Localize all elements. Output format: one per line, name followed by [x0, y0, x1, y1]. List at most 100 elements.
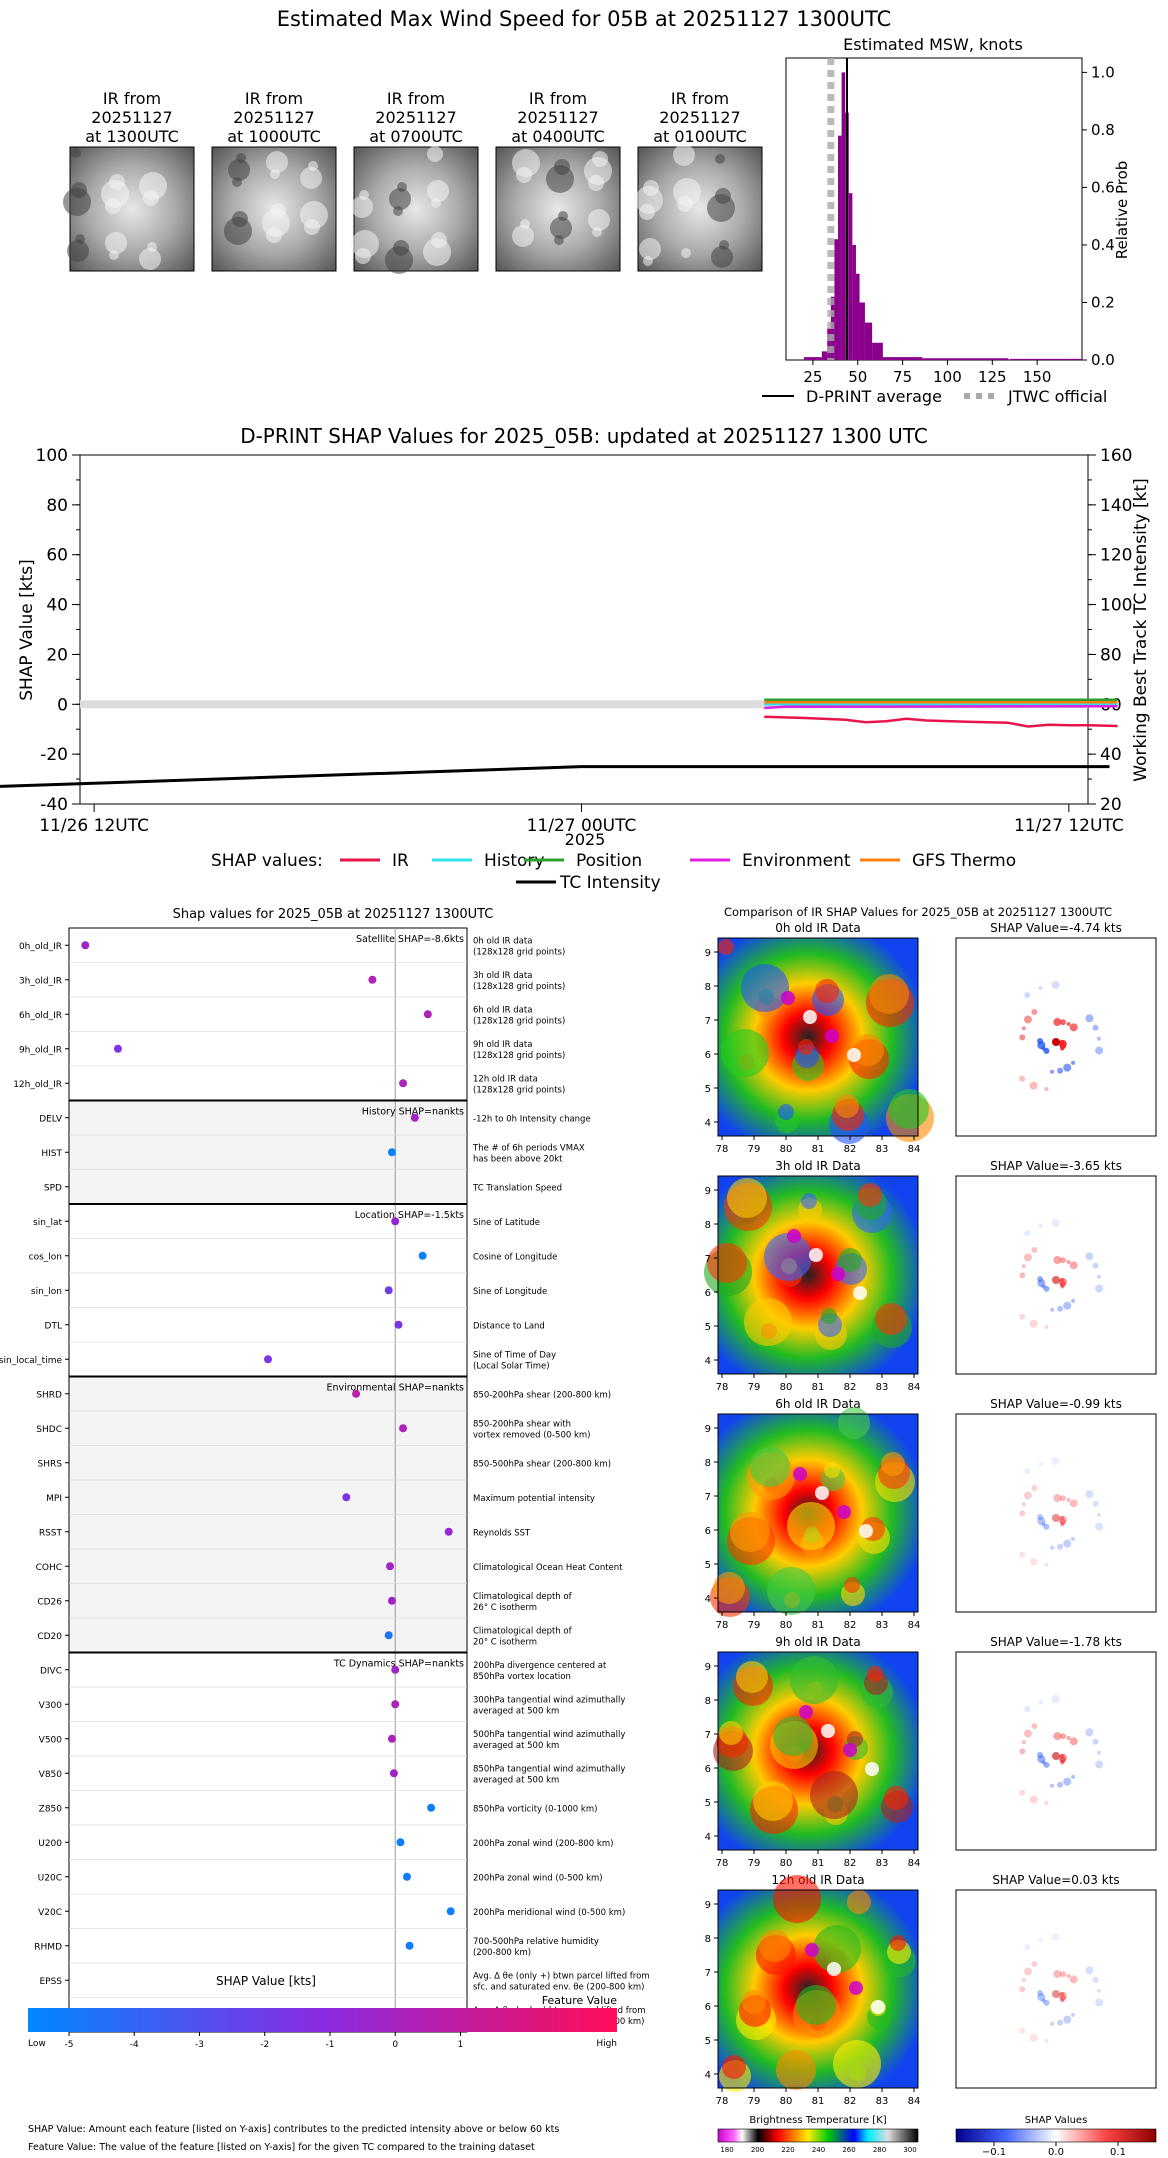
feature-shap-point [352, 1389, 361, 1398]
feature-shap-point [391, 1665, 400, 1674]
ir-ytick-label: 6 [705, 1526, 711, 1537]
ir-xtick-label: 79 [748, 1144, 761, 1155]
shap-blob [1038, 1938, 1043, 1943]
ir-cold-top [847, 1048, 861, 1062]
feature-shap-point [387, 1734, 396, 1743]
feature-shap-point [405, 1941, 414, 1950]
ir-cloud-texture [767, 1567, 815, 1615]
ir-cloud-texture [759, 1930, 791, 1962]
shap-blob [1019, 1748, 1026, 1755]
shap-blob [1095, 1760, 1104, 1769]
footnote-feature: Feature Value: The value of the feature … [28, 2142, 535, 2153]
ir-comparison: Comparison of IR SHAP Values for 2025_05… [704, 905, 1157, 2158]
shap-blob [1096, 1512, 1101, 1517]
msw-title: Estimated MSW, knots [843, 35, 1023, 54]
shap-blob [1095, 1998, 1104, 2007]
feature-xtick-label: -3 [195, 2040, 204, 2050]
shap-field-image [955, 1175, 1157, 1375]
feature-description: 0h old IR data [473, 936, 532, 946]
shap-blob [1029, 2033, 1038, 2042]
legend-series-label: Environment [742, 851, 851, 871]
ir-xtick-label: 80 [780, 1858, 793, 1869]
shap-blob [1059, 1995, 1066, 2002]
ts-xtick-label: 11/27 00UTC [527, 816, 637, 836]
ir-cloud-texture [588, 209, 610, 231]
shap-blob [1051, 1695, 1060, 1704]
shap-center [1052, 1990, 1060, 1998]
shap-blob [1023, 1967, 1032, 1976]
shap-blob [1024, 992, 1031, 999]
ir-xtick-label: 80 [780, 2096, 793, 2107]
ts-ytick-label: 60 [46, 546, 68, 566]
ir-ytick-label: 7 [705, 1016, 711, 1027]
feature-description: Sine of Time of Day [473, 1350, 556, 1360]
feature-description: (200-800 km) [473, 1948, 531, 1958]
feature-description: 850hPa vortex location [473, 1672, 571, 1682]
ir-xtick-label: 82 [844, 1144, 857, 1155]
feature-shap-point [391, 1700, 400, 1709]
thumbnail-caption-line: IR from [671, 89, 729, 108]
ir-cloud-texture [711, 246, 733, 268]
ir-ytick-label: 9 [705, 1186, 711, 1197]
feat-xlabel: SHAP Value [kts] [216, 1974, 316, 1988]
feature-name: DIVC [40, 1666, 62, 1676]
feature-shap-point [386, 1562, 395, 1571]
msw-bar [882, 357, 923, 360]
bt-colorbar-tick: 260 [842, 2146, 855, 2154]
ts-y2tick-label: 140 [1100, 496, 1132, 516]
shap-blob [1059, 1971, 1066, 1978]
ir-xtick-label: 82 [844, 1620, 857, 1631]
footnote-shap: SHAP Value: Amount each feature [listed … [28, 2124, 559, 2135]
ir-cloud-texture [833, 2040, 881, 2088]
ir-cloud-texture [715, 154, 725, 164]
shap-blob [1043, 1523, 1050, 1530]
ir-cloud-texture [847, 1890, 871, 1914]
feature-name: DELV [39, 1114, 63, 1124]
feature-name: RHMD [34, 1942, 62, 1952]
ir-thumbnail-image [69, 146, 195, 272]
feature-shap-point [384, 1286, 393, 1295]
ir-ytick-label: 4 [705, 1832, 711, 1843]
ir-cold-top [843, 1743, 857, 1757]
ir-cloud-texture [867, 1666, 883, 1682]
shap-blob [1053, 1732, 1062, 1741]
feature-description: 500hPa tangential wind azimuthally [473, 1730, 625, 1740]
shap-blob [1069, 1737, 1078, 1746]
shap-blob [1038, 1700, 1043, 1705]
shap-field-image [955, 937, 1157, 1137]
ir-cloud-texture [815, 979, 839, 1003]
feature-colorbar-high: High [596, 2039, 617, 2049]
shap-blob [1043, 1285, 1050, 1292]
ir-xtick-label: 78 [716, 1382, 729, 1393]
feat-title: Shap values for 2025_05B at 20251127 130… [173, 907, 494, 922]
shap-blob [1059, 1733, 1066, 1740]
shap-blob [1038, 1224, 1043, 1229]
shap-blob [1057, 1781, 1064, 1788]
feature-description: TC Translation Speed [472, 1183, 562, 1193]
shap-blob [1019, 1789, 1026, 1796]
shap-blob [1060, 1284, 1065, 1289]
feature-name: V500 [39, 1735, 63, 1745]
legend-series-label: History [484, 851, 544, 871]
shap-blob [1019, 1313, 1026, 1320]
thumbnail-caption-line: IR from [529, 89, 587, 108]
msw-ytick-label: 0.4 [1091, 236, 1115, 254]
shap-field-image [955, 1413, 1157, 1613]
shap-blob [1096, 1274, 1101, 1279]
ir-cloud-texture [707, 1243, 747, 1283]
ir-cold-top [849, 1981, 863, 1995]
feature-shap-point [81, 941, 90, 950]
ir-xtick-label: 84 [908, 1144, 921, 1155]
bt-colorbar-tick: 180 [720, 2146, 733, 2154]
feature-xtick-label: 0 [392, 2040, 398, 2050]
ts-ytick-label: -20 [40, 745, 68, 765]
ts-ytick-label: 80 [46, 496, 68, 516]
legend-series-label: Position [576, 851, 642, 871]
ts-series-line [764, 715, 1118, 728]
feature-description: has been above 20kt [473, 1154, 563, 1164]
feature-description: 6h old IR data [473, 1005, 532, 1015]
shap-panel-title: SHAP Value=-4.74 kts [990, 921, 1122, 935]
shap-blob [1031, 1484, 1038, 1491]
feature-description: 9h old IR data [473, 1040, 532, 1050]
feature-name: 0h_old_IR [19, 942, 62, 952]
